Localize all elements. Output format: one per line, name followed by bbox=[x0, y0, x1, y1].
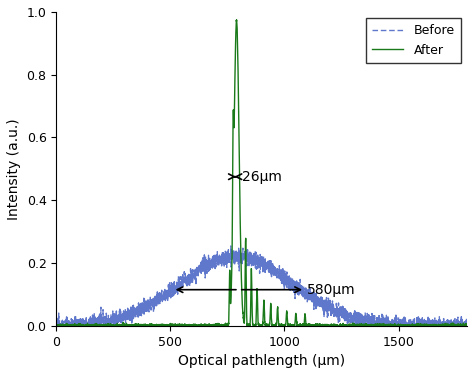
After bbox=[309, 324, 315, 328]
After bbox=[234, 18, 239, 22]
Before bbox=[425, 314, 431, 318]
Line: After: After bbox=[56, 20, 467, 326]
X-axis label: Optical pathlength (μm): Optical pathlength (μm) bbox=[178, 354, 345, 368]
Before bbox=[309, 296, 315, 300]
Before bbox=[302, 292, 308, 297]
After bbox=[425, 323, 431, 328]
After bbox=[54, 324, 59, 328]
Before bbox=[464, 324, 470, 328]
Before bbox=[464, 318, 470, 323]
Text: 580μm: 580μm bbox=[307, 283, 356, 297]
After bbox=[464, 324, 470, 328]
After bbox=[168, 324, 174, 328]
After bbox=[302, 312, 308, 316]
After bbox=[142, 324, 147, 328]
Before bbox=[54, 324, 59, 328]
Text: 26μm: 26μm bbox=[242, 170, 282, 184]
Before bbox=[168, 287, 174, 292]
Before bbox=[141, 308, 147, 313]
After bbox=[54, 320, 59, 325]
Legend: Before, After: Before, After bbox=[366, 18, 461, 63]
Before bbox=[228, 244, 234, 248]
After bbox=[464, 324, 470, 328]
Y-axis label: Intensity (a.u.): Intensity (a.u.) bbox=[7, 118, 21, 220]
Line: Before: Before bbox=[56, 246, 467, 326]
